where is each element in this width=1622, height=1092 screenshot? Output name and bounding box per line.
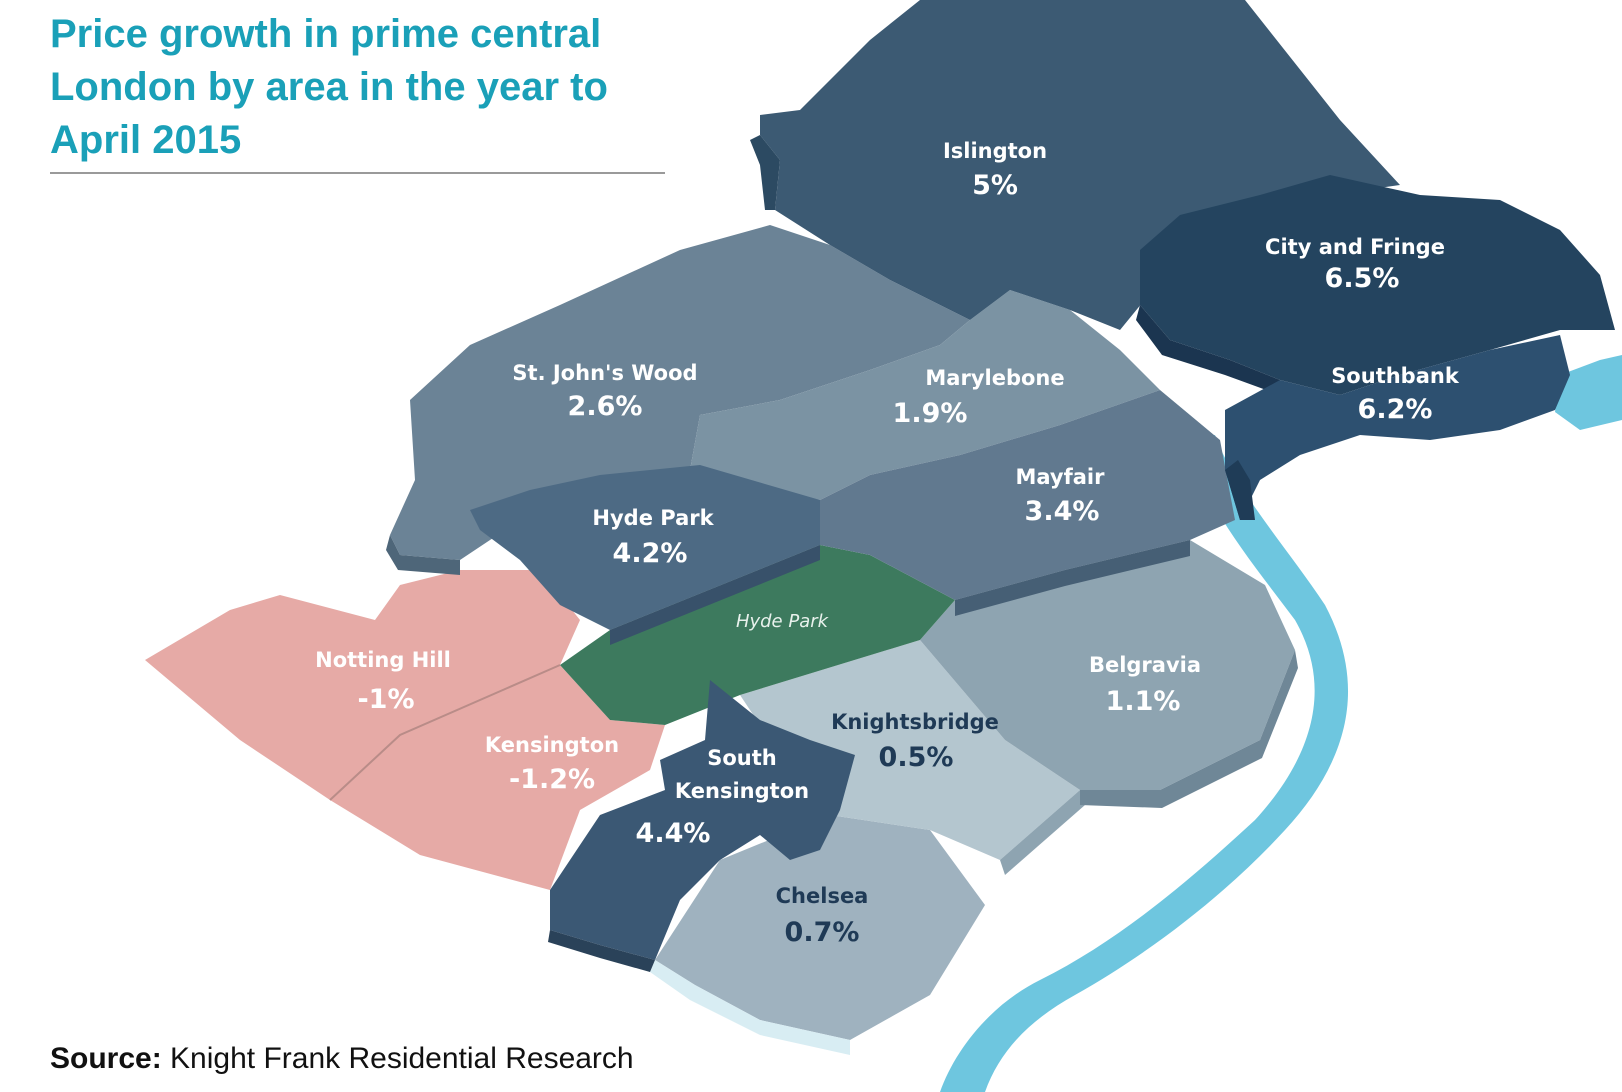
area-name-chelsea: Chelsea (776, 884, 869, 908)
river-thames (940, 435, 1349, 1092)
source-label: Source: (50, 1042, 162, 1075)
area-name-kensington: Kensington (485, 733, 619, 757)
area-shape-southbank (1225, 335, 1570, 520)
area-value-city-and-fringe: 6.5% (1325, 263, 1400, 294)
area-shape-islington (760, 0, 1400, 330)
area-name-islington: Islington (943, 139, 1047, 163)
area-name-belgravia: Belgravia (1089, 653, 1201, 677)
source-note: Source: Knight Frank Residential Researc… (50, 1042, 634, 1076)
area-name-notting-hill: Notting Hill (315, 648, 451, 672)
river-east-section (1555, 355, 1622, 430)
area-value-kensington: -1.2% (509, 764, 595, 795)
area-shape-city-and-fringe (1140, 175, 1615, 395)
area-shape-marylebone (690, 290, 1160, 500)
map-title: Price growth in prime central London by … (50, 12, 608, 162)
area-shape-belgravia (920, 540, 1295, 790)
area-shape-mayfair (820, 390, 1235, 600)
area-shape-st-johns-wood (390, 225, 970, 560)
area-shape-south-kensington (550, 680, 855, 960)
area-name-marylebone: Marylebone (925, 366, 1064, 390)
area-value-notting-hill: -1% (357, 684, 414, 715)
area-name-southbank: Southbank (1331, 364, 1460, 388)
map-shapes (145, 0, 1622, 1092)
area-value-chelsea: 0.7% (785, 917, 860, 948)
area-name-st-johns-wood: St. John's Wood (512, 361, 697, 385)
area-value-mayfair: 3.4% (1025, 496, 1100, 527)
area-shape-hyde-park (470, 465, 820, 630)
area-value-hyde-park: 4.2% (613, 538, 688, 569)
title-divider (50, 172, 665, 174)
area-value-marylebone: 1.9% (893, 398, 968, 429)
area-name-south-kensington-line2: Kensington (675, 779, 809, 803)
area-value-belgravia: 1.1% (1106, 686, 1181, 717)
area-shape-chelsea (655, 815, 985, 1040)
area-name-city-and-fringe: City and Fringe (1265, 235, 1445, 259)
area-shape-kensington (330, 665, 665, 890)
area-value-south-kensington: 4.4% (636, 818, 711, 849)
area-labels: Islington 5% City and Fringe 6.5% Southb… (315, 139, 1460, 948)
area-shape-notting-hill (145, 570, 580, 800)
area-name-south-kensington-line1: South (707, 746, 777, 770)
source-text: Knight Frank Residential Research (170, 1042, 634, 1075)
area-value-islington: 5% (972, 170, 1018, 201)
area-name-knightsbridge: Knightsbridge (831, 710, 999, 734)
area-name-hyde-park: Hyde Park (592, 506, 714, 530)
area-value-southbank: 6.2% (1358, 394, 1433, 425)
area-name-mayfair: Mayfair (1016, 465, 1106, 489)
area-value-st-johns-wood: 2.6% (568, 391, 643, 422)
area-value-knightsbridge: 0.5% (879, 742, 954, 773)
park-shape-hyde-park (560, 545, 955, 725)
park-label-hyde-park: Hyde Park (736, 611, 830, 632)
